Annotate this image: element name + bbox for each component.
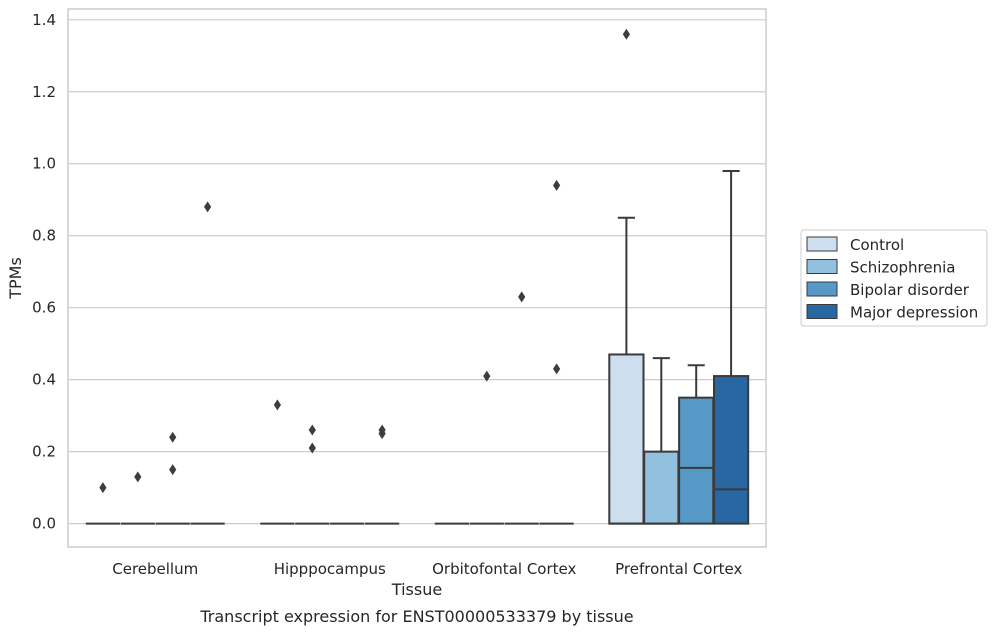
x-axis-label: Tissue — [391, 580, 442, 599]
legend-swatch — [806, 304, 838, 319]
x-tick-label: Prefrontal Cortex — [615, 560, 742, 578]
y-tick-label: 0.6 — [32, 299, 56, 317]
plot-area-frame — [67, 8, 767, 548]
outlier-point — [273, 399, 281, 411]
outlier-point — [553, 179, 561, 191]
outlier-point — [553, 363, 561, 375]
box-plots — [85, 169, 750, 525]
y-tick-label: 0.8 — [32, 227, 56, 245]
outlier-point — [169, 464, 177, 476]
outlier-point — [169, 431, 177, 443]
outlier-point — [134, 471, 142, 483]
outlier-point — [308, 442, 316, 454]
legend-label: Bipolar disorder — [850, 281, 970, 299]
legend-label: Control — [850, 236, 904, 254]
legend-swatch — [806, 259, 838, 274]
outlier-point — [99, 482, 107, 494]
outlier-points — [99, 28, 630, 494]
legend-frame — [800, 229, 988, 327]
y-tick-label: 0.2 — [32, 443, 56, 461]
x-tick-labels: Cerebellum Hipppocampus Orbitofontal Corte… — [112, 560, 742, 578]
outlier-point — [204, 201, 212, 213]
legend-label: Major depression — [850, 304, 978, 322]
y-tick-label: 1.2 — [32, 83, 56, 101]
x-tick-label: Cerebellum — [112, 560, 198, 578]
y-tick-labels: 0.0 0.2 0.4 0.6 0.8 1.0 1.2 1.4 — [32, 11, 56, 533]
y-tick-label: 1.4 — [32, 11, 56, 29]
outlier-point — [483, 370, 491, 382]
outlier-point — [308, 424, 316, 436]
legend: Control Schizophrenia Bipolar disorder Majo… — [800, 229, 988, 327]
chart-title: Transcript expression for ENST0000053337… — [199, 607, 633, 626]
y-tick-label: 1.0 — [32, 155, 56, 173]
box-major-depression — [712, 375, 750, 525]
box-schizophrenia — [643, 450, 680, 525]
y-axis-label: TPMs — [6, 257, 25, 300]
x-tick-label: Hipppocampus — [274, 560, 386, 578]
box-bipolar-disorder — [678, 396, 715, 525]
legend-label: Schizophrenia — [850, 259, 955, 277]
y-tick-label: 0.0 — [32, 515, 56, 533]
legend-swatch — [806, 281, 838, 297]
box-control — [608, 353, 645, 525]
gridlines — [68, 19, 766, 525]
outlier-point — [518, 291, 526, 303]
outlier-point — [622, 28, 630, 40]
legend-swatch — [806, 236, 838, 252]
y-tick-label: 0.4 — [32, 371, 56, 389]
outlier-point — [378, 428, 386, 440]
x-tick-label: Orbitofontal Cortex — [432, 560, 576, 578]
